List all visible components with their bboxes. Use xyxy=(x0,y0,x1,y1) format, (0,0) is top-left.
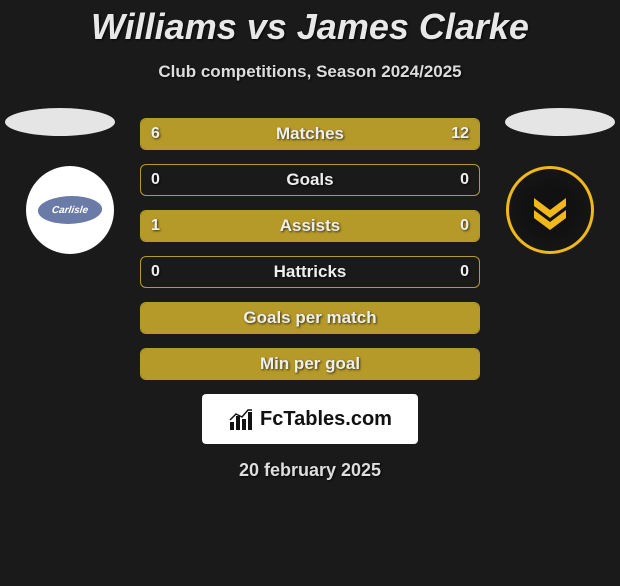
fctables-text: FcTables.com xyxy=(260,408,392,431)
page-title: Williams vs James Clarke xyxy=(0,6,620,48)
carlisle-logo-icon: Carlisle xyxy=(36,196,104,224)
stat-bars: 612Matches 00Goals 10Assists 00Hattricks Goa… xyxy=(140,108,480,380)
fctables-logo: FcTables.com xyxy=(202,394,418,444)
newport-logo-icon xyxy=(530,190,570,230)
footer-date: 20 february 2025 xyxy=(0,460,620,481)
stat-row: Goals per match xyxy=(140,302,480,334)
stat-row: 612Matches xyxy=(140,118,480,150)
team-badge-right xyxy=(506,166,594,254)
stat-label: Matches xyxy=(141,119,479,149)
stat-label: Goals xyxy=(141,165,479,195)
stat-row: Min per goal xyxy=(140,348,480,380)
stat-row: 10Assists xyxy=(140,210,480,242)
stat-label: Goals per match xyxy=(141,303,479,333)
team-badge-left: Carlisle xyxy=(26,166,114,254)
player-photo-right-placeholder xyxy=(505,108,615,136)
stat-row: 00Goals xyxy=(140,164,480,196)
stat-row: 00Hattricks xyxy=(140,256,480,288)
player-photo-left-placeholder xyxy=(5,108,115,136)
stat-label: Hattricks xyxy=(141,257,479,287)
comparison-content: Carlisle 612Matches 00Goals 10Assists 00Hat… xyxy=(0,108,620,481)
stat-label: Assists xyxy=(141,211,479,241)
page-subtitle: Club competitions, Season 2024/2025 xyxy=(0,62,620,82)
chart-icon xyxy=(228,406,254,432)
stat-label: Min per goal xyxy=(141,349,479,379)
